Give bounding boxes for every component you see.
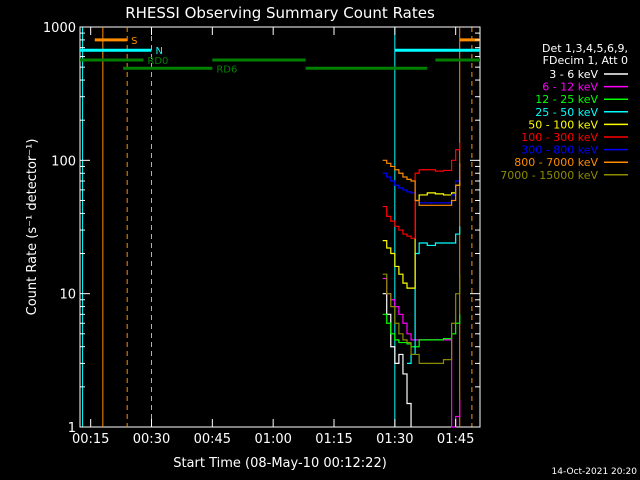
- legend-entry-label: 100 - 300 keV: [521, 131, 598, 144]
- series-line: [382, 277, 461, 428]
- flag-bar-label: S: [131, 36, 137, 47]
- series-line: [382, 166, 461, 204]
- series-line: [382, 176, 461, 289]
- y-tick-label: 10: [59, 288, 76, 303]
- time-markers: [82, 27, 473, 427]
- y-axis-ticks: 1 10 100 1000: [43, 21, 480, 436]
- x-tick-label: 01:30: [376, 432, 413, 447]
- series-line: [382, 142, 461, 239]
- flag-bar-label: N: [156, 46, 163, 57]
- flag-bar-label: RD6: [216, 64, 237, 75]
- series-line: [382, 293, 412, 427]
- legend-entry-label: 6 - 12 keV: [542, 81, 598, 94]
- legend-header: Det 1,3,4,5,6,9,: [542, 42, 628, 55]
- y-tick-label: 1: [68, 421, 76, 436]
- x-axis-ticks: 00:15 00:30 00:45 01:00 01:15 01:30 01:45: [72, 27, 474, 447]
- series-line: [382, 159, 461, 206]
- legend-entry-label: 300 - 800 keV: [521, 144, 598, 157]
- series-line: [382, 313, 461, 348]
- legend: Det 1,3,4,5,6,9,FDecim 1, Att 03 - 6 keV…: [500, 42, 628, 182]
- data-series: [382, 142, 461, 428]
- x-tick-label: 00:30: [133, 432, 170, 447]
- legend-entry-label: 800 - 7000 keV: [514, 156, 598, 169]
- x-axis-label: Start Time (08-May-10 00:12:22): [173, 456, 387, 471]
- legend-header: FDecim 1, Att 0: [543, 54, 628, 67]
- plot-frame: [79, 26, 481, 428]
- legend-entry-label: 3 - 6 keV: [549, 68, 598, 81]
- y-axis-label: Count Rate (s⁻¹ detector⁻¹): [25, 139, 40, 316]
- flag-bar-label: RD0: [147, 56, 168, 67]
- legend-entry-label: 12 - 25 keV: [535, 93, 598, 106]
- legend-entry-label: 7000 - 15000 keV: [500, 169, 598, 182]
- x-tick-label: 00:45: [194, 432, 231, 447]
- y-tick-label: 100: [51, 154, 76, 169]
- legend-entry-label: 25 - 50 keV: [535, 106, 598, 119]
- chart-title: RHESSI Observing Summary Count Rates: [125, 4, 435, 22]
- y-tick-label: 1000: [43, 21, 76, 36]
- x-tick-label: 00:15: [72, 432, 109, 447]
- x-tick-label: 01:00: [254, 432, 291, 447]
- series-line: [382, 273, 461, 364]
- x-tick-label: 01:45: [437, 432, 474, 447]
- x-tick-label: 01:15: [315, 432, 352, 447]
- footer-timestamp: 14-Oct-2021 20:20: [552, 467, 638, 477]
- legend-entry-label: 50 - 100 keV: [528, 118, 598, 131]
